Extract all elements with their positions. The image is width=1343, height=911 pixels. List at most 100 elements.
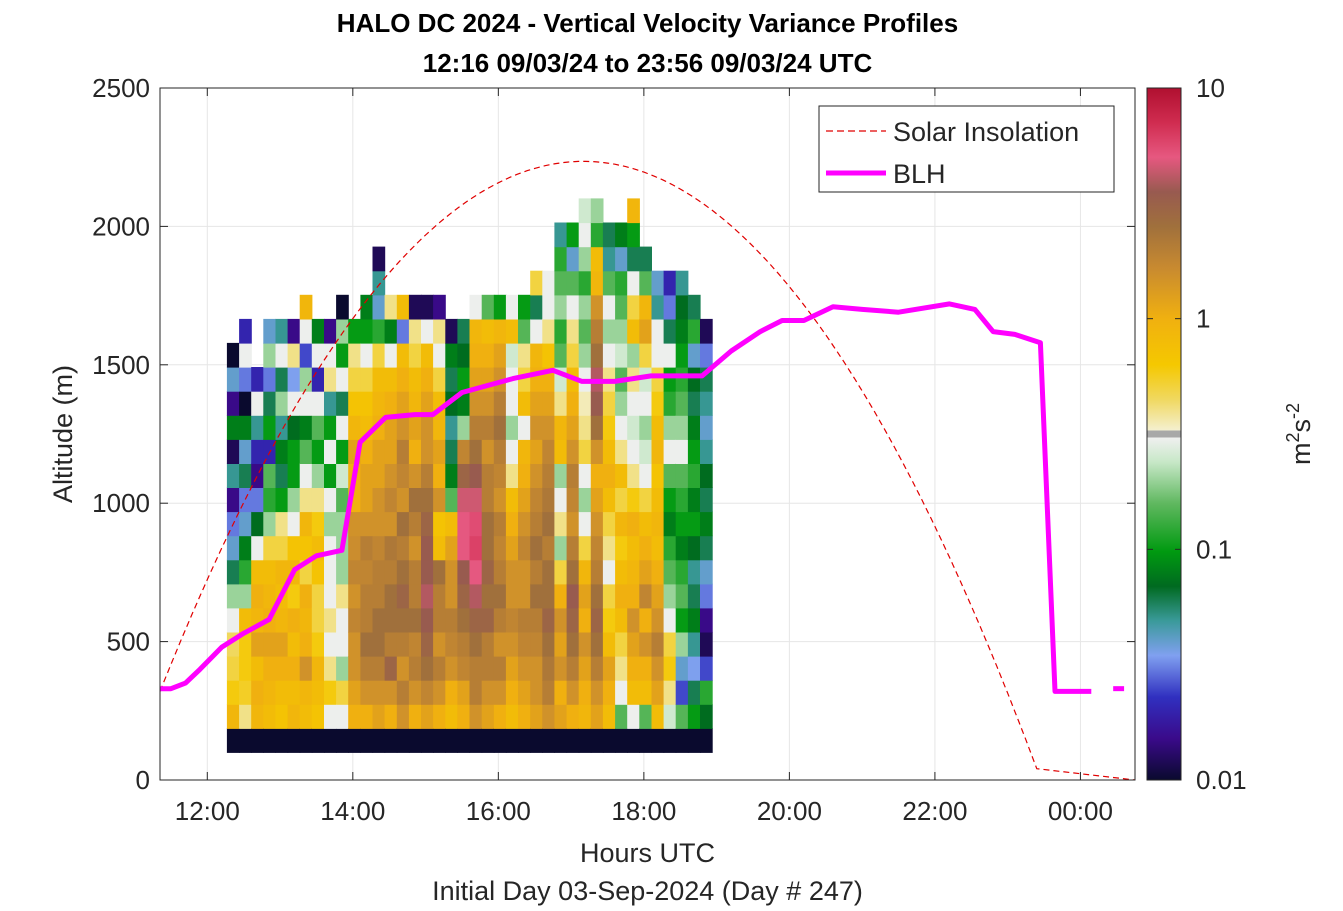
heatmap-cell bbox=[372, 607, 386, 633]
heatmap-cell bbox=[602, 391, 616, 416]
colorbar-label-sup2: -2 bbox=[1283, 403, 1303, 419]
heatmap-cell bbox=[469, 391, 483, 416]
heatmap-cell bbox=[700, 607, 713, 633]
heatmap-cell bbox=[287, 367, 301, 392]
heatmap-cell bbox=[408, 511, 422, 537]
heatmap-cell bbox=[457, 656, 471, 681]
heatmap-cell bbox=[675, 704, 689, 729]
heatmap-cell bbox=[372, 535, 386, 561]
heatmap-cell bbox=[311, 583, 325, 609]
heatmap-cell bbox=[493, 415, 507, 440]
heatmap-cell bbox=[324, 607, 337, 633]
heatmap-cell bbox=[433, 607, 446, 633]
heatmap-cell bbox=[263, 318, 276, 344]
heatmap-cell bbox=[687, 680, 701, 705]
heatmap-cell bbox=[336, 704, 349, 729]
x-tick-label: 14:00 bbox=[320, 796, 385, 826]
heatmap-cell bbox=[542, 535, 555, 561]
heatmap-cell bbox=[627, 487, 640, 513]
heatmap-cell bbox=[372, 656, 386, 681]
heatmap-cell bbox=[384, 607, 398, 633]
y-tick-label: 500 bbox=[107, 627, 150, 657]
heatmap-cell bbox=[687, 511, 701, 537]
heatmap-cell bbox=[275, 487, 289, 513]
heatmap-cell bbox=[275, 559, 289, 585]
heatmap-cell bbox=[324, 415, 337, 440]
heatmap-cell bbox=[493, 728, 507, 753]
heatmap-cell bbox=[505, 487, 519, 513]
colorbar-label: m2s-2 bbox=[1283, 403, 1316, 465]
heatmap-cell bbox=[493, 391, 507, 416]
heatmap-cell bbox=[408, 487, 422, 513]
heatmap-cell bbox=[481, 511, 495, 537]
heatmap-cell bbox=[700, 704, 713, 729]
heatmap-cell bbox=[372, 318, 386, 344]
heatmap-cell bbox=[226, 439, 240, 464]
heatmap-cell bbox=[421, 439, 434, 464]
heatmap-cell bbox=[481, 656, 495, 681]
legend-label-blh: BLH bbox=[893, 159, 946, 189]
heatmap-cell bbox=[396, 487, 410, 513]
heatmap-cell bbox=[639, 270, 652, 296]
heatmap-cell bbox=[360, 294, 374, 320]
heatmap-cell bbox=[360, 656, 374, 681]
heatmap-cell bbox=[445, 367, 458, 392]
heatmap-cell bbox=[687, 704, 701, 729]
heatmap-cell bbox=[566, 342, 580, 368]
heatmap-cell bbox=[481, 294, 495, 320]
heatmap-cell bbox=[408, 704, 422, 729]
heatmap-cell bbox=[675, 318, 689, 344]
initial-day-caption: Initial Day 03-Sep-2024 (Day # 247) bbox=[432, 876, 863, 906]
heatmap-cell bbox=[554, 704, 568, 729]
heatmap-cell bbox=[530, 656, 543, 681]
heatmap-cell bbox=[627, 583, 640, 609]
heatmap-cell bbox=[602, 270, 616, 296]
heatmap-cell bbox=[299, 391, 313, 416]
heatmap-cell bbox=[627, 607, 640, 633]
heatmap-cell bbox=[687, 535, 701, 561]
heatmap-cell bbox=[481, 728, 495, 753]
heatmap-cell bbox=[433, 728, 446, 753]
overlay-lines bbox=[160, 160, 1135, 780]
heatmap-cell bbox=[263, 487, 276, 513]
heatmap-cell bbox=[360, 704, 374, 729]
heatmap-cell bbox=[239, 391, 252, 416]
heatmap-cell bbox=[275, 631, 289, 657]
heatmap-cell bbox=[700, 463, 713, 488]
heatmap-cell bbox=[590, 318, 604, 344]
heatmap-cell bbox=[324, 391, 337, 416]
heatmap-cell bbox=[651, 463, 665, 488]
heatmap-cell bbox=[542, 439, 555, 464]
heatmap-cell bbox=[627, 463, 640, 488]
heatmap-cell bbox=[324, 318, 337, 344]
heatmap-cell bbox=[421, 656, 434, 681]
heatmap-cell bbox=[651, 415, 665, 440]
heatmap-cell bbox=[639, 680, 652, 705]
heatmap-cell bbox=[336, 487, 349, 513]
heatmap-cell bbox=[263, 631, 276, 657]
heatmap-cell bbox=[251, 680, 264, 705]
heatmap-cell bbox=[639, 535, 652, 561]
heatmap-cell bbox=[651, 342, 665, 368]
heatmap-cell bbox=[469, 583, 483, 609]
heatmap-cell bbox=[639, 463, 652, 488]
heatmap-cell bbox=[602, 680, 616, 705]
heatmap-cell bbox=[663, 656, 677, 681]
heatmap-cell bbox=[590, 439, 604, 464]
heatmap-cell bbox=[360, 367, 374, 392]
heatmap-cell bbox=[348, 583, 361, 609]
heatmap-cell bbox=[469, 656, 483, 681]
heatmap-cell bbox=[602, 583, 616, 609]
heatmap-cell bbox=[372, 246, 386, 272]
heatmap-cell bbox=[627, 246, 640, 272]
heatmap-cell bbox=[554, 535, 568, 561]
heatmap-cell bbox=[542, 318, 555, 344]
y-tick-label: 1500 bbox=[92, 350, 150, 380]
heatmap-cell bbox=[457, 583, 471, 609]
heatmap-cell bbox=[275, 535, 289, 561]
heatmap-cell bbox=[481, 704, 495, 729]
heatmap-cell bbox=[602, 439, 616, 464]
heatmap-cell bbox=[408, 367, 422, 392]
heatmap-cell bbox=[469, 680, 483, 705]
heatmap-cell bbox=[687, 656, 701, 681]
